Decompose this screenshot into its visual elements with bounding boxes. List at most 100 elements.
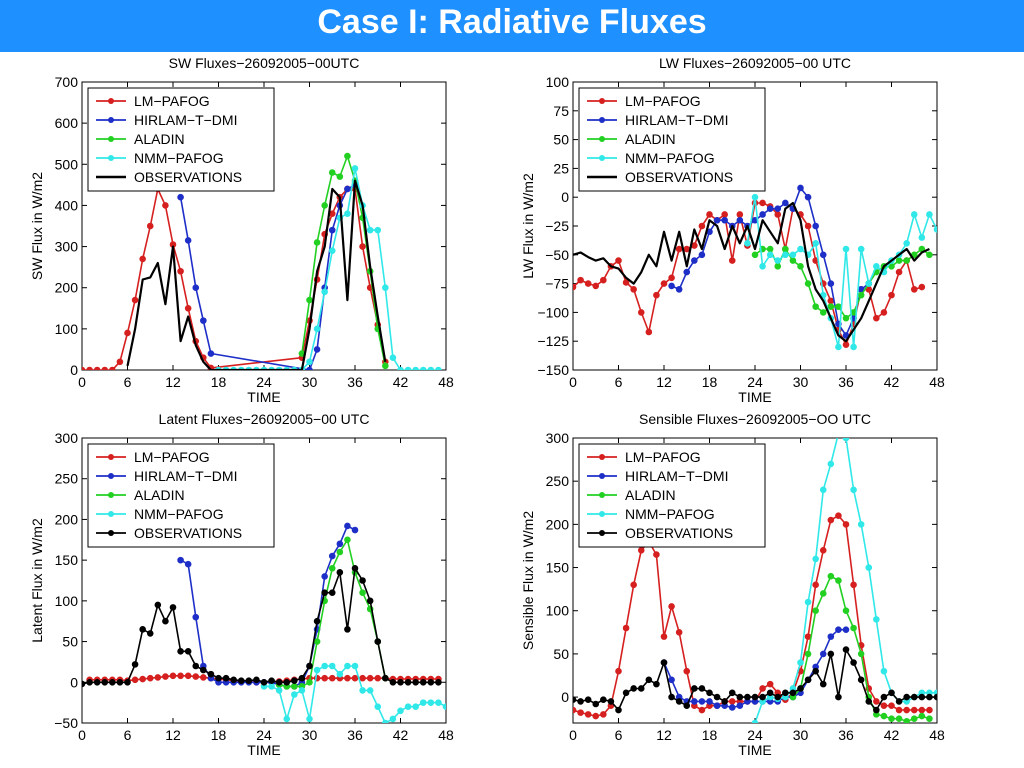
legend-marker — [599, 511, 605, 517]
data-point — [850, 486, 857, 494]
data-point — [442, 703, 446, 711]
legend-marker — [599, 492, 605, 498]
y-tick-label: 700 — [55, 74, 79, 90]
legend-marker — [599, 155, 605, 161]
x-tick-label: 30 — [302, 727, 318, 743]
data-point — [706, 689, 713, 697]
y-tick-label: 75 — [553, 103, 569, 119]
data-point — [313, 346, 321, 353]
data-point — [600, 711, 607, 718]
legend: LM−PAFOG HIRLAM−T−DMI ALADIN NMM−PAFOG OBSER… — [578, 443, 766, 548]
legend-marker — [599, 117, 605, 123]
x-tick-label: 18 — [702, 727, 718, 743]
data-point — [827, 303, 835, 310]
data-point — [177, 648, 184, 655]
y-tick-label: 50 — [553, 132, 569, 148]
y-tick-label: −150 — [537, 362, 569, 378]
data-point — [321, 202, 328, 209]
data-point — [668, 676, 675, 684]
data-point — [683, 667, 691, 675]
data-point — [797, 659, 804, 666]
data-point — [419, 699, 427, 706]
data-point — [131, 296, 139, 304]
data-point — [926, 715, 933, 722]
data-point — [842, 438, 850, 442]
y-tick-label: 100 — [546, 603, 570, 619]
data-point — [336, 173, 344, 180]
data-point — [359, 577, 366, 584]
data-point — [751, 251, 759, 259]
data-point — [306, 678, 313, 686]
chart-title: SW Fluxes−26092005−00UTC — [169, 55, 360, 71]
x-tick-label: 12 — [165, 374, 181, 390]
data-point — [645, 328, 653, 336]
data-point — [774, 211, 782, 218]
data-point — [766, 245, 774, 253]
data-point — [698, 698, 706, 705]
legend-marker — [108, 511, 114, 517]
data-point — [873, 616, 880, 623]
data-point — [728, 689, 736, 697]
data-point — [857, 521, 865, 528]
data-point — [827, 297, 835, 305]
data-point — [336, 670, 344, 678]
x-tick-label: 48 — [438, 374, 454, 390]
data-point — [435, 366, 442, 370]
data-point — [933, 693, 937, 701]
data-point — [237, 677, 245, 684]
data-point — [827, 460, 835, 468]
data-point — [645, 676, 653, 684]
data-point — [895, 268, 903, 276]
data-point — [819, 251, 827, 259]
data-point — [344, 674, 351, 682]
data-point — [577, 698, 584, 705]
data-point — [698, 706, 706, 714]
data-point — [721, 698, 728, 705]
data-point — [683, 268, 691, 276]
data-point — [759, 693, 766, 701]
data-point — [842, 245, 850, 253]
legend-marker — [108, 454, 114, 460]
data-point — [427, 678, 435, 686]
legend-label: LM−PAFOG — [134, 93, 210, 109]
x-tick-label: 12 — [656, 374, 672, 390]
data-point — [306, 366, 313, 370]
x-tick-label: 30 — [793, 374, 809, 390]
data-point — [600, 696, 607, 703]
y-tick-label: 200 — [55, 511, 79, 527]
data-point — [683, 245, 691, 253]
data-point — [880, 702, 888, 710]
data-point — [857, 245, 865, 253]
data-point — [306, 296, 313, 304]
data-point — [827, 633, 835, 640]
data-point — [728, 704, 736, 711]
data-point — [766, 689, 774, 697]
x-tick-label: 30 — [302, 374, 318, 390]
data-point — [177, 193, 184, 201]
data-point — [873, 698, 880, 705]
x-tick-label: 48 — [929, 727, 945, 743]
data-point — [86, 366, 93, 370]
data-point — [351, 165, 359, 172]
data-point — [926, 211, 933, 218]
data-point — [622, 624, 630, 632]
data-point — [291, 677, 298, 684]
data-point — [101, 366, 109, 370]
data-point — [842, 626, 850, 634]
data-point — [637, 309, 645, 316]
data-point — [668, 274, 675, 282]
data-point — [782, 251, 789, 259]
legend-label: NMM−PAFOG — [625, 506, 715, 522]
data-point — [819, 590, 827, 597]
series-line-4 — [218, 167, 439, 370]
data-point — [351, 674, 359, 682]
data-point — [359, 589, 366, 597]
legend-label: NMM−PAFOG — [134, 506, 224, 522]
data-point — [736, 211, 744, 218]
data-point — [819, 650, 827, 658]
y-tick-label: 25 — [553, 160, 569, 176]
data-point — [880, 309, 888, 316]
y-tick-label: 0 — [561, 689, 569, 705]
data-point — [873, 314, 880, 322]
y-tick-label: 50 — [553, 646, 569, 662]
